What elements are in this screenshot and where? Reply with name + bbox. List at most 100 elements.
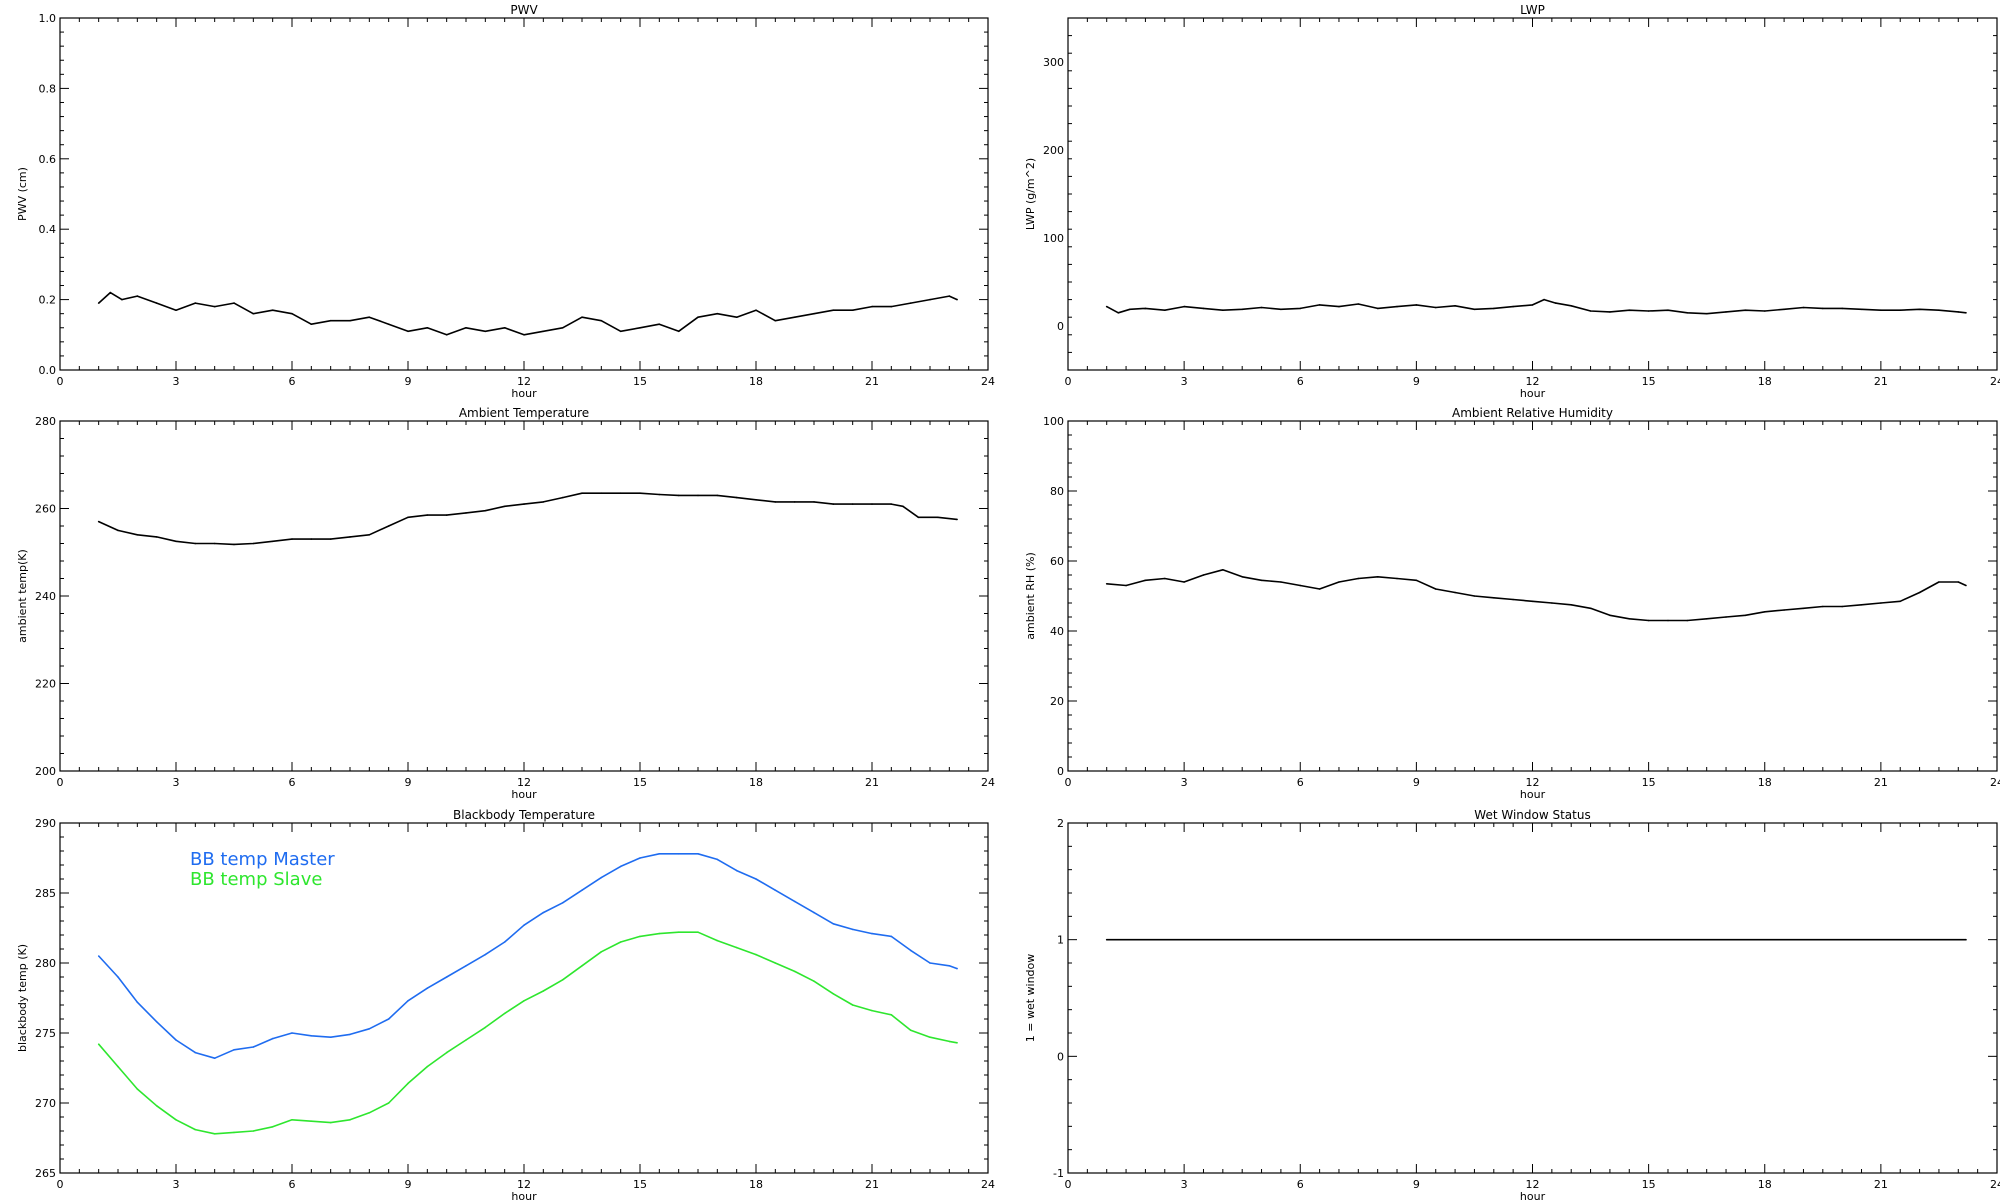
data-point <box>1667 309 1669 312</box>
x-tick-label: 18 <box>1758 1178 1772 1191</box>
y-axis-label: blackbody temp (K) <box>16 944 29 1052</box>
chart-title: Wet Window Status <box>1474 808 1590 822</box>
data-point <box>117 529 119 532</box>
data-point <box>97 1043 100 1045</box>
x-tick-label: 6 <box>289 375 296 388</box>
plot-frame <box>59 17 989 371</box>
data-point <box>175 1039 177 1041</box>
data-point <box>445 334 448 336</box>
y-tick-label: 0.2 <box>39 294 57 307</box>
data-point <box>1841 307 1843 310</box>
data-point <box>697 931 699 933</box>
data-point <box>1957 581 1960 583</box>
data-point <box>121 298 123 301</box>
data-point <box>677 494 680 497</box>
data-point <box>735 946 738 949</box>
data-point <box>1105 583 1108 585</box>
data-point <box>1609 614 1611 617</box>
x-axis-label: hour <box>511 1190 537 1200</box>
data-point <box>600 319 603 322</box>
data-point <box>1667 619 1669 622</box>
data-point <box>426 514 429 516</box>
x-tick-label: 0 <box>57 776 64 789</box>
y-axis-label: ambient temp(K) <box>16 549 29 643</box>
x-tick-label: 21 <box>865 1178 879 1191</box>
x-tick-label: 15 <box>1642 375 1656 388</box>
data-point <box>1260 579 1263 582</box>
y-tick-label: 20 <box>1050 695 1064 708</box>
x-tick-label: 15 <box>633 776 647 789</box>
data-point <box>213 542 216 545</box>
x-tick-label: 24 <box>1990 1178 2000 1191</box>
data-point <box>465 1039 467 1041</box>
data-point <box>1783 308 1785 311</box>
data-point <box>581 316 583 319</box>
data-point <box>1705 312 1708 315</box>
data-point <box>233 302 235 304</box>
data-point <box>1376 576 1379 578</box>
data-point <box>1299 584 1302 587</box>
data-point <box>503 327 506 329</box>
y-tick-label: 260 <box>35 503 56 516</box>
data-point <box>1434 306 1437 309</box>
data-point <box>503 941 506 943</box>
data-point <box>600 951 603 953</box>
data-point <box>851 928 854 931</box>
x-tick-label: 12 <box>517 776 531 789</box>
data-point <box>619 941 622 943</box>
series-line-1 <box>1106 298 1967 315</box>
data-point <box>639 327 641 329</box>
y-tick-label: 280 <box>35 957 56 970</box>
data-point <box>426 1065 429 1068</box>
x-tick-label: 24 <box>1990 375 2000 388</box>
data-point <box>956 298 958 301</box>
data-point <box>503 1012 506 1015</box>
data-point <box>658 493 661 496</box>
data-point <box>871 305 873 308</box>
y-axis-label: 1 = wet window <box>1024 954 1037 1043</box>
data-point <box>1493 307 1495 310</box>
data-point <box>1318 588 1321 590</box>
data-point <box>1222 309 1224 312</box>
data-point <box>1841 605 1843 608</box>
data-point <box>716 858 719 861</box>
data-point <box>948 1040 951 1043</box>
data-point <box>1938 581 1940 583</box>
data-point <box>175 309 177 312</box>
y-tick-label: 265 <box>35 1167 56 1180</box>
x-tick-label: 15 <box>633 375 647 388</box>
plot-frame <box>59 420 989 772</box>
x-tick-label: 24 <box>981 1178 995 1191</box>
data-point <box>252 312 255 315</box>
data-point <box>271 540 274 543</box>
data-point <box>445 1051 448 1054</box>
x-tick-label: 0 <box>1065 776 1072 789</box>
y-axis-label: PWV (cm) <box>16 167 29 221</box>
chart-panel-3: Ambient Temperature 0 3 6 9 12 15 18 21 24 200 220 2… <box>16 406 995 801</box>
chart-title: PWV <box>510 3 538 17</box>
data-point <box>310 1035 313 1037</box>
data-point <box>755 878 757 880</box>
x-tick-label: 9 <box>405 776 412 789</box>
data-point <box>600 492 603 495</box>
data-point <box>1589 607 1592 610</box>
data-point <box>639 935 641 938</box>
data-point <box>136 534 139 536</box>
data-point <box>252 1130 255 1132</box>
data-point <box>1725 311 1727 313</box>
data-point <box>194 1051 197 1054</box>
data-point <box>813 501 815 503</box>
y-tick-label: 100 <box>1043 232 1064 245</box>
data-point <box>956 1042 958 1044</box>
data-point <box>523 1000 525 1002</box>
x-tick-label: 9 <box>405 1178 412 1191</box>
x-tick-label: 3 <box>1181 776 1188 789</box>
data-point <box>1822 605 1824 608</box>
data-point <box>349 319 351 322</box>
data-point <box>929 1036 931 1038</box>
x-tick-label: 12 <box>1526 375 1540 388</box>
data-point <box>639 492 641 495</box>
data-point <box>484 330 487 333</box>
data-point <box>735 496 738 499</box>
data-point <box>561 496 564 499</box>
